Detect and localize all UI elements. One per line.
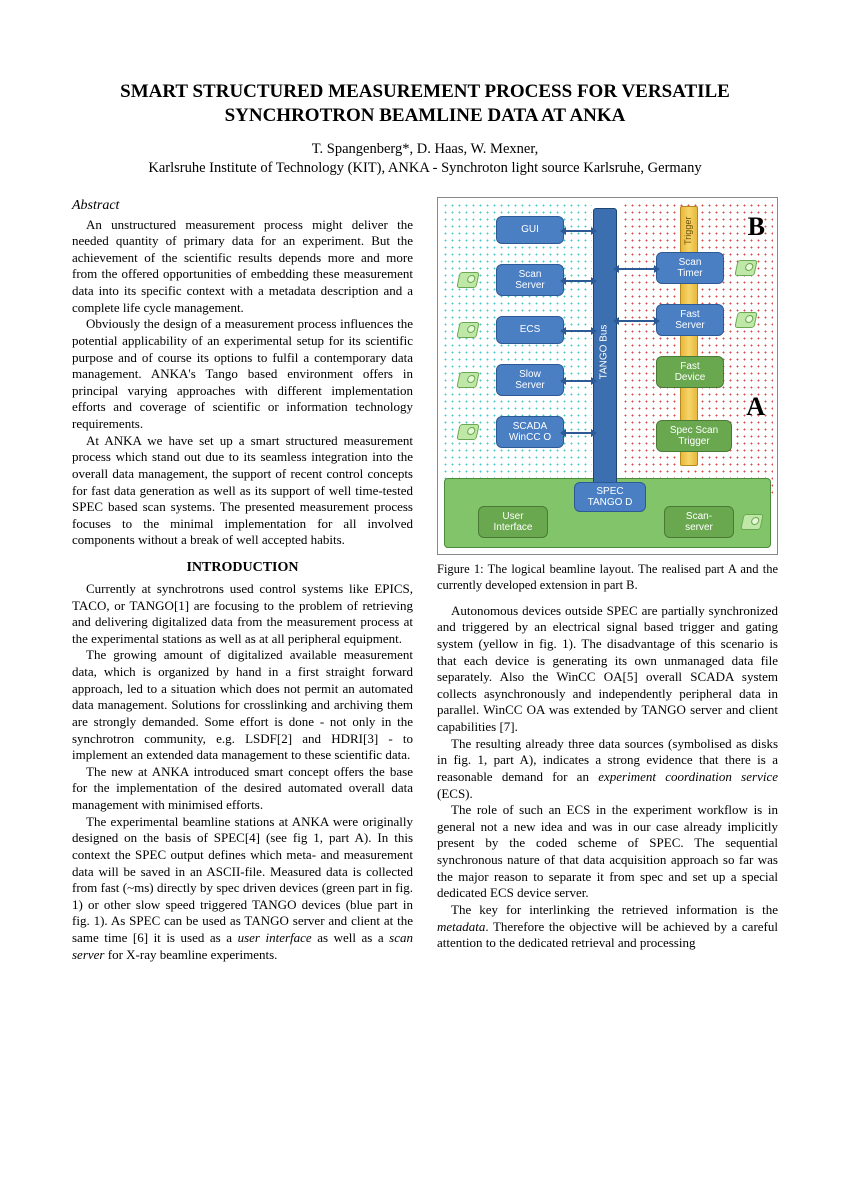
right-p2: The resulting already three data sources…	[437, 736, 778, 803]
title-line-2: SYNCHROTRON BEAMLINE DATA AT ANKA	[225, 105, 626, 126]
abstract-heading: Abstract	[72, 197, 413, 215]
node-scada: SCADAWinCC O	[496, 416, 564, 448]
disk-icon	[456, 322, 479, 338]
intro-p4-a: The experimental beamline stations at AN…	[72, 814, 413, 945]
disk-icon	[734, 260, 757, 276]
intro-p4-b: as well as a	[312, 930, 389, 945]
right-p4-a: The key for interlinking the retrieved i…	[451, 902, 778, 917]
right-p4: The key for interlinking the retrieved i…	[437, 902, 778, 952]
node-scan-server: ScanServer	[496, 264, 564, 296]
paper-authors: T. Spangenberg*, D. Haas, W. Mexner, Kar…	[72, 140, 778, 179]
right-column: TANGO Bus Trigger GUI ScanServer ECS Slo…	[437, 197, 778, 964]
region-letter-b: B	[748, 210, 765, 243]
disk-icon	[734, 312, 757, 328]
abstract-p1: An unstructured measurement process migh…	[72, 217, 413, 317]
abstract-p2: Obviously the design of a measurement pr…	[72, 316, 413, 432]
figure-1: TANGO Bus Trigger GUI ScanServer ECS Slo…	[437, 197, 778, 555]
disk-icon	[456, 424, 479, 440]
content-columns: Abstract An unstructured measurement pro…	[72, 197, 778, 964]
intro-p4: The experimental beamline stations at AN…	[72, 814, 413, 964]
region-b-cyan	[442, 202, 592, 496]
arrow	[564, 280, 593, 282]
node-scanserver: Scan-server	[664, 506, 734, 538]
intro-p4-term1: user interface	[238, 930, 312, 945]
node-spec-scan-trigger: Spec ScanTrigger	[656, 420, 732, 452]
figure-caption: Figure 1: The logical beamline layout. T…	[437, 561, 778, 593]
right-p2-term: experiment coordination service	[598, 769, 778, 784]
left-column: Abstract An unstructured measurement pro…	[72, 197, 413, 964]
right-p4-b: . Therefore the objective will be achiev…	[437, 919, 778, 951]
intro-p2: The growing amount of digitalized availa…	[72, 647, 413, 763]
arrow	[564, 230, 593, 232]
abstract-p3: At ANKA we have set up a smart structure…	[72, 433, 413, 549]
disk-icon	[456, 372, 479, 388]
intro-p1: Currently at synchrotrons used control s…	[72, 581, 413, 648]
tango-bus: TANGO Bus	[593, 208, 617, 496]
arrow	[617, 320, 656, 322]
arrow	[564, 432, 593, 434]
node-scan-timer: ScanTimer	[656, 252, 724, 284]
tango-bus-label: TANGO Bus	[599, 324, 612, 379]
arrow	[564, 380, 593, 382]
authors-line-1: T. Spangenberg*, D. Haas, W. Mexner,	[312, 141, 538, 157]
title-line-1: SMART STRUCTURED MEASUREMENT PROCESS FOR…	[120, 81, 730, 102]
authors-line-2: Karlsruhe Institute of Technology (KIT),…	[148, 160, 701, 176]
node-ecs: ECS	[496, 316, 564, 344]
node-fast-server: FastServer	[656, 304, 724, 336]
disk-icon	[740, 514, 763, 530]
node-slow-server: SlowServer	[496, 364, 564, 396]
node-spec-tango: SPECTANGO D	[574, 482, 646, 512]
trigger-label: Trigger	[683, 216, 695, 244]
right-p3: The role of such an ECS in the experimen…	[437, 802, 778, 902]
right-p1: Autonomous devices outside SPEC are part…	[437, 603, 778, 736]
intro-p3: The new at ANKA introduced smart concept…	[72, 764, 413, 814]
disk-icon	[456, 272, 479, 288]
node-user-interface: UserInterface	[478, 506, 548, 538]
right-p2-b: (ECS).	[437, 786, 473, 801]
node-fast-device: FastDevice	[656, 356, 724, 388]
node-gui: GUI	[496, 216, 564, 244]
region-letter-a: A	[746, 390, 765, 423]
arrow	[564, 330, 593, 332]
right-p4-term: metadata	[437, 919, 485, 934]
intro-heading: INTRODUCTION	[72, 559, 413, 577]
paper-title: SMART STRUCTURED MEASUREMENT PROCESS FOR…	[72, 80, 778, 128]
intro-p4-c: for X-ray beamline experiments.	[105, 947, 278, 962]
arrow	[617, 268, 656, 270]
